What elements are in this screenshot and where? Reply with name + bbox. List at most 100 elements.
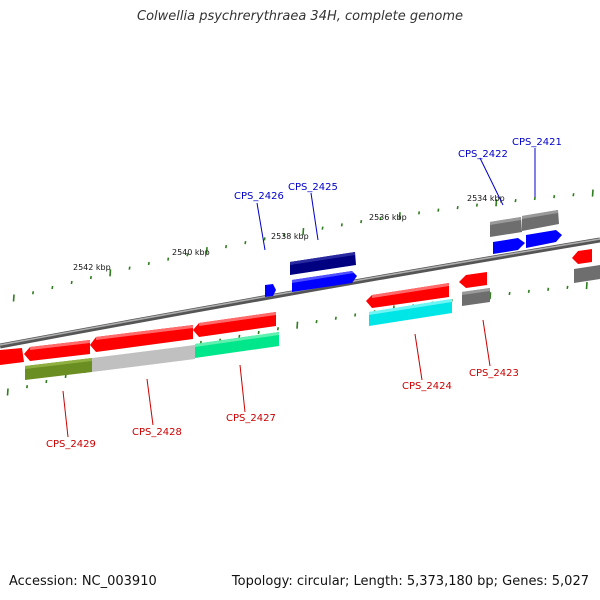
forward-features — [265, 210, 600, 297]
gene-feature-2429-top — [25, 358, 92, 369]
gene-labels: CPS_2426 CPS_2425 CPS_2422 CPS_2421 CPS_… — [46, 137, 562, 450]
major-tick — [495, 199, 498, 207]
cds-reverse-2427[interactable] — [193, 312, 276, 337]
gene-feature-2425[interactable] — [290, 252, 356, 275]
cds-highlight — [30, 340, 90, 350]
gene-label-CPS_2428[interactable]: CPS_2428 — [132, 427, 182, 438]
minor-tick — [32, 291, 35, 295]
minor-tick — [360, 220, 363, 224]
gene-feature-2423-top — [462, 288, 490, 295]
minor-tick — [257, 330, 260, 335]
map-title: Colwellia psychrerythraea 34H, complete … — [137, 9, 463, 24]
major-tick — [296, 321, 299, 329]
reverse-features — [0, 272, 490, 380]
major-tick — [302, 228, 305, 236]
major-tick — [205, 247, 208, 255]
cds-reverse-left-edge[interactable] — [0, 348, 24, 365]
pointer-CPS_2428 — [146, 378, 154, 426]
major-tick — [591, 189, 594, 197]
pointer-CPS_2423 — [482, 319, 491, 367]
pointer-CPS_2429 — [62, 390, 69, 438]
gene-feature-edge[interactable] — [574, 265, 600, 283]
gene-feature-2429[interactable] — [25, 358, 92, 380]
cds-reverse-edge[interactable] — [572, 249, 592, 264]
tick-label: 2538 kbp — [271, 232, 309, 241]
minor-tick — [566, 285, 569, 290]
minor-tick — [64, 374, 67, 379]
pointer-CPS_2425 — [310, 192, 319, 241]
label-pointers — [62, 148, 536, 438]
gene-feature-2422-top — [490, 217, 521, 225]
minor-tick — [225, 244, 228, 249]
cds-reverse-2428[interactable] — [90, 325, 193, 352]
pointer-CPS_2427 — [239, 364, 246, 413]
gene-label-CPS_2421[interactable]: CPS_2421 — [512, 137, 562, 148]
tick-label: 2536 kbp — [369, 213, 407, 222]
gene-label-CPS_2424[interactable]: CPS_2424 — [402, 381, 452, 392]
minor-tick — [45, 379, 48, 384]
minor-tick — [547, 287, 550, 291]
minor-tick — [418, 211, 421, 215]
gene-label-CPS_2423[interactable]: CPS_2423 — [469, 368, 519, 379]
gene-feature-2428[interactable] — [92, 345, 195, 372]
minor-tick — [51, 285, 54, 290]
major-tick — [12, 294, 15, 302]
minor-tick — [167, 257, 170, 261]
minor-tick — [508, 291, 511, 296]
gene-feature-2424-top — [369, 299, 452, 315]
minor-tick — [89, 275, 92, 280]
minor-tick — [475, 203, 478, 207]
minor-tick — [147, 261, 150, 266]
minor-tick — [340, 223, 343, 227]
cds-forward-2425[interactable] — [292, 271, 357, 292]
major-tick — [585, 282, 588, 290]
minor-tick — [315, 320, 318, 324]
minor-tick — [244, 241, 247, 245]
pointer-CPS_2422 — [479, 157, 504, 206]
genome-summary-text: Topology: circular; Length: 5,373,180 bp… — [231, 574, 589, 589]
minor-tick — [334, 316, 337, 320]
gene-feature-2427[interactable] — [195, 332, 279, 358]
minor-tick — [437, 208, 440, 212]
gene-feature-2425-top — [290, 252, 355, 265]
gene-feature-2427-top — [195, 332, 279, 347]
pointer-CPS_2424 — [414, 333, 423, 381]
gene-label-CPS_2429[interactable]: CPS_2429 — [46, 439, 96, 450]
minor-tick — [321, 226, 324, 230]
cds-forward-2426[interactable] — [265, 284, 276, 297]
major-tick — [109, 269, 112, 277]
cds-reverse-2423[interactable] — [459, 272, 487, 288]
major-tick — [489, 292, 492, 300]
minor-tick — [282, 233, 285, 237]
minor-tick — [553, 194, 556, 199]
cds-highlight — [199, 312, 276, 326]
gene-label-CPS_2425[interactable]: CPS_2425 — [288, 182, 338, 193]
minor-tick — [527, 289, 530, 293]
major-tick — [398, 212, 401, 220]
minor-tick — [128, 266, 131, 270]
gene-label-CPS_2422[interactable]: CPS_2422 — [458, 149, 508, 160]
minor-tick — [238, 334, 241, 338]
minor-tick — [70, 280, 73, 285]
minor-tick — [276, 327, 279, 331]
gene-feature-2424[interactable] — [369, 299, 452, 326]
minor-tick — [456, 205, 459, 210]
cds-reverse-2424[interactable] — [366, 283, 449, 308]
minor-tick — [533, 196, 536, 201]
gene-label-CPS_2427[interactable]: CPS_2427 — [226, 413, 276, 424]
minor-tick — [514, 198, 517, 203]
cds-reverse-2429[interactable] — [24, 340, 90, 361]
minor-tick — [26, 385, 29, 389]
tick-label: 2540 kbp — [172, 248, 210, 257]
tick-label: 2534 kbp — [467, 194, 505, 203]
minor-tick — [354, 313, 357, 317]
cds-forward-2421[interactable] — [526, 230, 562, 248]
tick-label: 2542 kbp — [73, 263, 111, 272]
minor-tick — [186, 253, 189, 257]
cds-forward-2422[interactable] — [493, 238, 525, 254]
cds-highlight — [96, 325, 193, 340]
pointer-CPS_2426 — [256, 202, 266, 251]
cds-forward-2425-top — [292, 271, 354, 283]
minor-tick — [263, 237, 266, 241]
gene-label-CPS_2426[interactable]: CPS_2426 — [234, 191, 284, 202]
